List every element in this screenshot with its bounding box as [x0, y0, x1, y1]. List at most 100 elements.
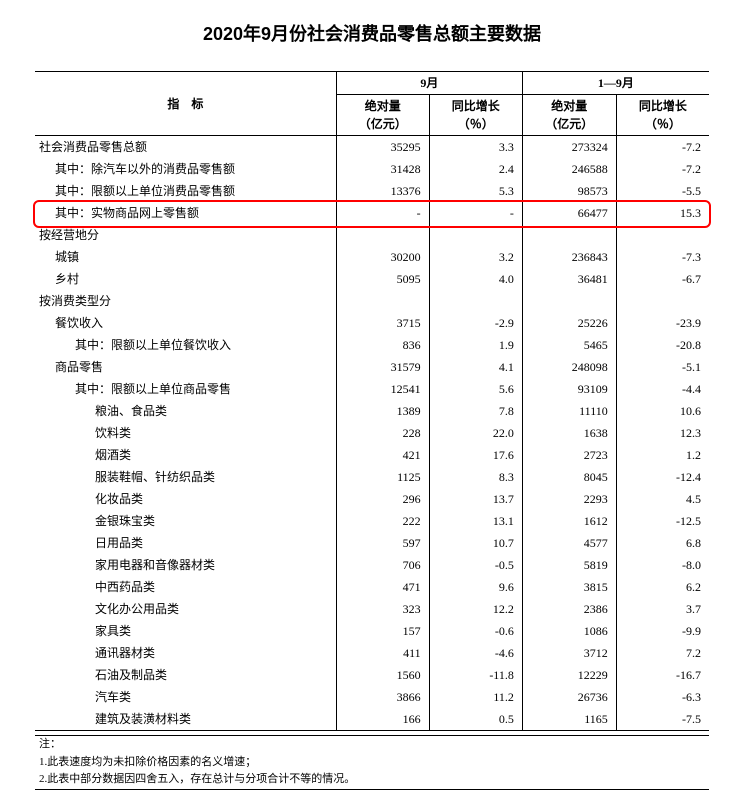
cell-value [429, 290, 522, 312]
cell-value: 4.0 [429, 268, 522, 290]
cell-value: -2.9 [429, 312, 522, 334]
cell-value: 12.2 [429, 598, 522, 620]
cell-value: 3.7 [616, 598, 709, 620]
cell-value [522, 290, 616, 312]
cell-value: 30200 [336, 246, 429, 268]
cell-value: 3715 [336, 312, 429, 334]
cell-value: 1612 [522, 510, 616, 532]
page-title: 2020年9月份社会消费品零售总额主要数据 [35, 20, 709, 46]
cell-value: 166 [336, 708, 429, 731]
cell-value: 7.2 [616, 642, 709, 664]
cell-value: 25226 [522, 312, 616, 334]
cell-value: -6.7 [616, 268, 709, 290]
cell-value: 471 [336, 576, 429, 598]
table-row: 金银珠宝类22213.11612-12.5 [35, 510, 709, 532]
row-label: 其中：限额以上单位商品零售 [35, 378, 336, 400]
row-label: 按消费类型分 [35, 290, 336, 312]
cell-value: 411 [336, 642, 429, 664]
row-label: 通讯器材类 [35, 642, 336, 664]
table-row: 烟酒类42117.627231.2 [35, 444, 709, 466]
cell-value: 6.2 [616, 576, 709, 598]
cell-value: 248098 [522, 356, 616, 378]
cell-value: 93109 [522, 378, 616, 400]
row-label: 其中：实物商品网上零售额 [35, 202, 336, 224]
cell-value: -0.6 [429, 620, 522, 642]
cell-value: 9.6 [429, 576, 522, 598]
row-label: 服装鞋帽、针纺织品类 [35, 466, 336, 488]
th-jan-sept: 1—9月 [522, 72, 709, 95]
cell-value: 17.6 [429, 444, 522, 466]
cell-value: 836 [336, 334, 429, 356]
row-label: 乡村 [35, 268, 336, 290]
table-row: 商品零售315794.1248098-5.1 [35, 356, 709, 378]
cell-value: 236843 [522, 246, 616, 268]
cell-value: 15.3 [616, 202, 709, 224]
row-label: 其中：限额以上单位餐饮收入 [35, 334, 336, 356]
row-label: 日用品类 [35, 532, 336, 554]
cell-value: -0.5 [429, 554, 522, 576]
cell-value: 1086 [522, 620, 616, 642]
cell-value: 8045 [522, 466, 616, 488]
table-row: 文化办公用品类32312.223863.7 [35, 598, 709, 620]
cell-value: 3815 [522, 576, 616, 598]
table-row: 通讯器材类411-4.637127.2 [35, 642, 709, 664]
cell-value: 4.1 [429, 356, 522, 378]
row-label: 化妆品类 [35, 488, 336, 510]
table-body: 社会消费品零售总额352953.3273324-7.2其中：除汽车以外的消费品零… [35, 136, 709, 731]
cell-value: 5819 [522, 554, 616, 576]
row-label: 商品零售 [35, 356, 336, 378]
cell-value: 1165 [522, 708, 616, 731]
cell-value [616, 224, 709, 246]
cell-value: 12229 [522, 664, 616, 686]
cell-value: 6.8 [616, 532, 709, 554]
cell-value [522, 224, 616, 246]
table-row: 餐饮收入3715-2.925226-23.9 [35, 312, 709, 334]
cell-value: 2386 [522, 598, 616, 620]
table-row: 中西药品类4719.638156.2 [35, 576, 709, 598]
cell-value [336, 224, 429, 246]
cell-value [429, 224, 522, 246]
cell-value: 706 [336, 554, 429, 576]
cell-value: 3.2 [429, 246, 522, 268]
cell-value: 12.3 [616, 422, 709, 444]
row-label: 烟酒类 [35, 444, 336, 466]
table-row: 按消费类型分 [35, 290, 709, 312]
table-row: 日用品类59710.745776.8 [35, 532, 709, 554]
row-label: 家具类 [35, 620, 336, 642]
cell-value: 5.6 [429, 378, 522, 400]
cell-value: 10.7 [429, 532, 522, 554]
table-row: 粮油、食品类13897.81111010.6 [35, 400, 709, 422]
cell-value: 3866 [336, 686, 429, 708]
cell-value: -20.8 [616, 334, 709, 356]
cell-value: 323 [336, 598, 429, 620]
table-row: 社会消费品零售总额352953.3273324-7.2 [35, 136, 709, 159]
cell-value: 66477 [522, 202, 616, 224]
table-row: 石油及制品类1560-11.812229-16.7 [35, 664, 709, 686]
cell-value: 2293 [522, 488, 616, 510]
row-label: 餐饮收入 [35, 312, 336, 334]
th-sept: 9月 [336, 72, 522, 95]
th-ytd-abs: 绝对量 （亿元） [522, 95, 616, 136]
cell-value: 7.8 [429, 400, 522, 422]
cell-value: -23.9 [616, 312, 709, 334]
th-indicator: 指 标 [35, 72, 336, 136]
row-label: 饮料类 [35, 422, 336, 444]
note-1: 1.此表速度均为未扣除价格因素的名义增速； [39, 756, 256, 768]
row-label: 金银珠宝类 [35, 510, 336, 532]
cell-value: 8.3 [429, 466, 522, 488]
row-label: 建筑及装潢材料类 [35, 708, 336, 731]
data-table: 指 标 9月 1—9月 绝对量 （亿元） 同比增长 （％） 绝对量 （亿元） 同… [35, 71, 709, 731]
cell-value: 4577 [522, 532, 616, 554]
row-label: 社会消费品零售总额 [35, 136, 336, 159]
cell-value [336, 290, 429, 312]
table-row: 其中：限额以上单位商品零售125415.693109-4.4 [35, 378, 709, 400]
cell-value: 1560 [336, 664, 429, 686]
notes-block: 注： 1.此表速度均为未扣除价格因素的名义增速； 2.此表中部分数据因四舍五入，… [35, 735, 709, 790]
row-label: 其中：除汽车以外的消费品零售额 [35, 158, 336, 180]
cell-value: 10.6 [616, 400, 709, 422]
table-row: 城镇302003.2236843-7.3 [35, 246, 709, 268]
cell-value: 296 [336, 488, 429, 510]
cell-value: 98573 [522, 180, 616, 202]
cell-value: -16.7 [616, 664, 709, 686]
cell-value: 3712 [522, 642, 616, 664]
